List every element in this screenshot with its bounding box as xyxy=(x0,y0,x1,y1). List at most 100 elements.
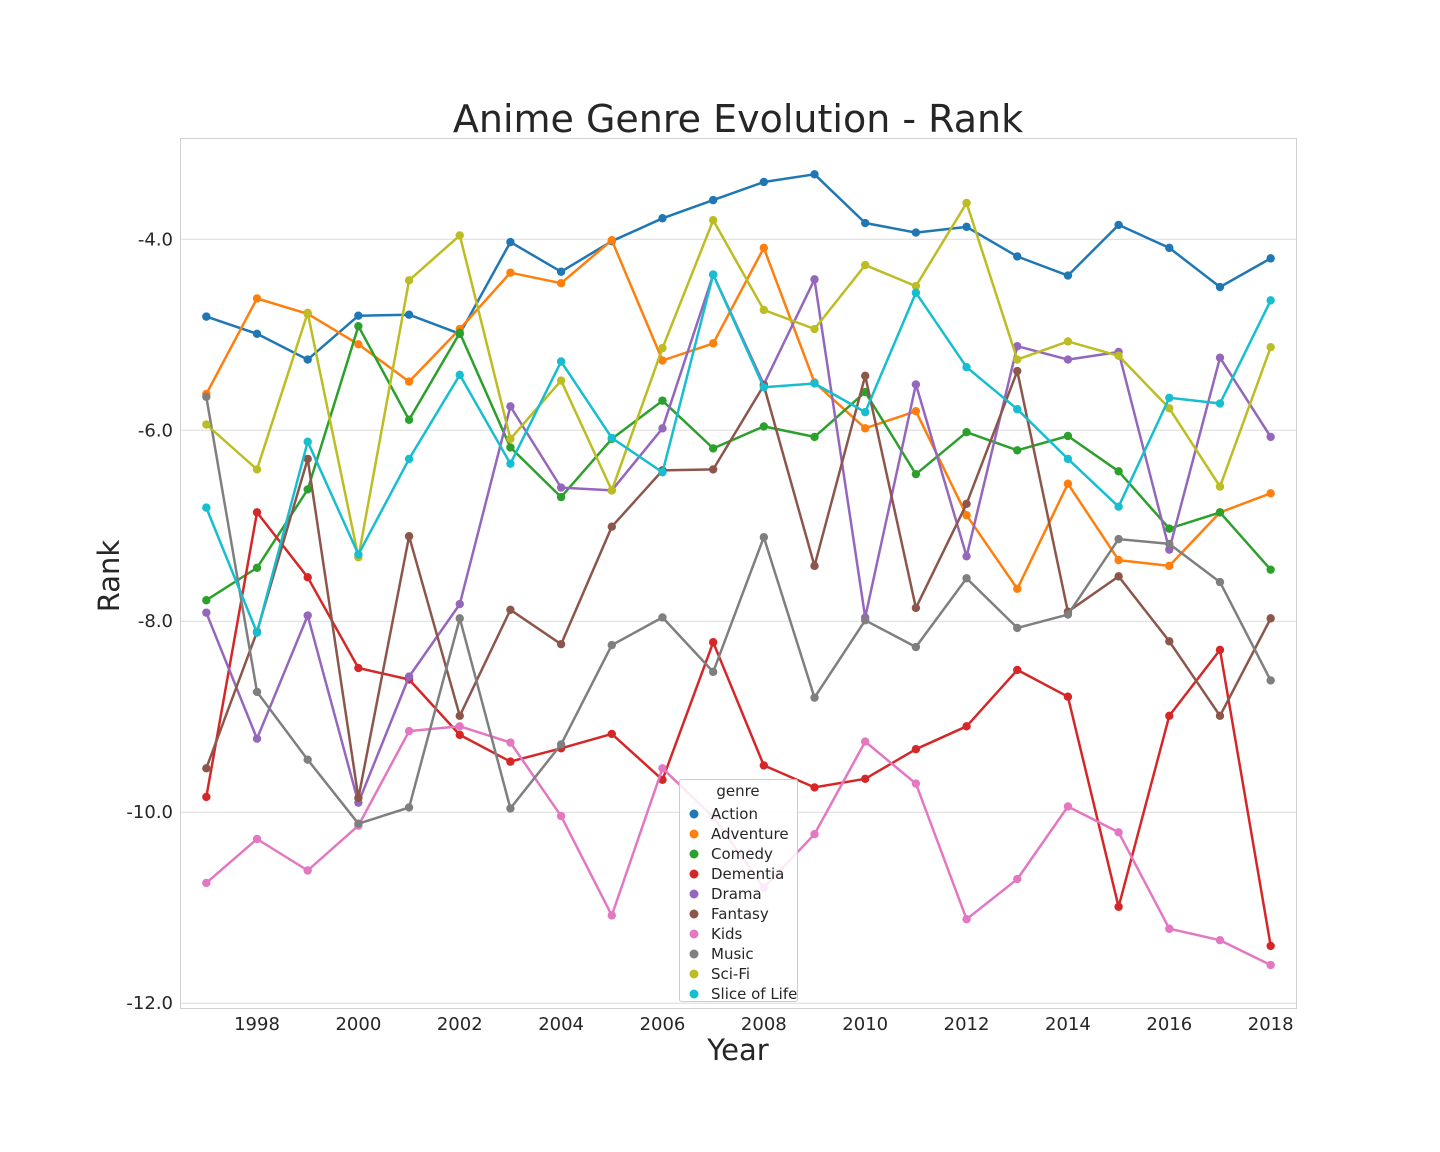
data-point-action xyxy=(759,177,769,187)
data-point-fantasy xyxy=(1215,711,1225,720)
data-point-action xyxy=(1063,271,1073,280)
data-point-action xyxy=(1114,220,1123,230)
data-point-sci-fi xyxy=(1013,355,1022,364)
data-point-kids xyxy=(202,878,211,888)
legend-marker xyxy=(689,809,699,819)
y-axis-ticks: -4.0 -6.0 -8.0 -10.0 -12.0 xyxy=(126,229,173,1014)
data-point-drama xyxy=(455,599,464,609)
data-point-kids xyxy=(1013,874,1022,884)
data-point-adventure xyxy=(962,511,971,520)
data-point-dementia xyxy=(708,638,718,647)
data-point-sci-fi xyxy=(1215,482,1225,491)
data-point-music xyxy=(911,642,921,652)
legend-marker xyxy=(689,929,699,939)
data-point-music xyxy=(759,533,769,542)
y-tick-label: -10.0 xyxy=(126,802,173,823)
data-point-music xyxy=(1266,676,1275,685)
legend-entry: Action xyxy=(711,805,758,823)
legend-entry: Music xyxy=(711,945,754,963)
data-point-dementia xyxy=(962,722,971,731)
data-point-comedy xyxy=(658,396,667,405)
series-line-slice-of-life xyxy=(205,273,1272,634)
data-point-comedy xyxy=(1063,431,1073,441)
data-point-adventure xyxy=(354,340,363,349)
data-point-music xyxy=(607,640,616,650)
x-tick-label: 2014 xyxy=(1045,1014,1091,1035)
data-point-slice-of-life xyxy=(202,503,211,512)
data-point-action xyxy=(404,310,414,319)
data-point-kids xyxy=(556,811,566,821)
data-point-sci-fi xyxy=(455,231,464,240)
data-point-adventure xyxy=(1013,584,1022,593)
data-point-slice-of-life xyxy=(1013,405,1022,414)
series-adventure xyxy=(202,236,1275,593)
legend-marker xyxy=(689,889,699,899)
legend-marker xyxy=(689,989,699,999)
data-point-music xyxy=(810,693,819,702)
data-point-sci-fi xyxy=(202,420,211,429)
data-point-comedy xyxy=(759,422,769,431)
series-line-sci-fi xyxy=(205,201,1272,559)
data-point-kids xyxy=(810,830,819,839)
data-point-sci-fi xyxy=(708,215,718,225)
data-point-adventure xyxy=(759,243,769,253)
data-point-drama xyxy=(658,424,667,433)
data-point-comedy xyxy=(556,492,566,502)
data-point-sci-fi xyxy=(861,260,870,270)
data-point-adventure xyxy=(861,424,870,433)
data-point-dementia xyxy=(911,745,921,754)
data-point-slice-of-life xyxy=(861,407,870,417)
data-point-sci-fi xyxy=(810,324,819,334)
data-point-music xyxy=(303,755,312,764)
y-tick-label: -6.0 xyxy=(138,420,173,441)
data-point-slice-of-life xyxy=(708,270,718,279)
data-point-kids xyxy=(1266,960,1275,970)
data-point-dementia xyxy=(1165,711,1174,720)
legend-marker xyxy=(689,869,699,879)
data-point-action xyxy=(708,195,718,205)
data-point-kids xyxy=(506,738,515,747)
x-axis-ticks: 1998 2000 2002 2004 2006 2008 2010 2012 2014 2016… xyxy=(234,1014,1293,1035)
data-point-dementia xyxy=(759,761,769,770)
data-point-fantasy xyxy=(1114,572,1123,581)
data-point-slice-of-life xyxy=(252,628,262,637)
data-point-adventure xyxy=(658,356,667,365)
data-point-sci-fi xyxy=(911,281,921,291)
data-point-slice-of-life xyxy=(962,363,971,372)
data-point-music xyxy=(252,687,262,697)
series-sci-fi xyxy=(202,198,1275,562)
series-line-dementia xyxy=(205,511,1272,947)
data-point-drama xyxy=(252,734,262,743)
legend-marker xyxy=(689,829,699,839)
data-point-sci-fi xyxy=(607,486,616,495)
data-point-comedy xyxy=(810,432,819,442)
data-point-sci-fi xyxy=(404,276,414,285)
x-tick-label: 2018 xyxy=(1248,1014,1294,1035)
data-point-adventure xyxy=(708,339,718,348)
y-tick-label: -12.0 xyxy=(126,993,173,1014)
series-slice-of-life xyxy=(202,270,1275,637)
data-point-drama xyxy=(303,611,312,620)
data-point-kids xyxy=(962,914,971,924)
data-point-sci-fi xyxy=(759,305,769,315)
x-tick-label: 2016 xyxy=(1146,1014,1192,1035)
series-comedy xyxy=(202,321,1275,605)
data-point-slice-of-life xyxy=(658,468,667,477)
data-point-dementia xyxy=(303,573,312,582)
data-point-comedy xyxy=(708,444,718,453)
data-point-adventure xyxy=(1063,479,1073,488)
data-point-slice-of-life xyxy=(1063,454,1073,464)
data-point-drama xyxy=(506,402,515,411)
data-point-music xyxy=(1215,577,1225,587)
data-point-dementia xyxy=(455,730,464,740)
data-point-adventure xyxy=(1165,561,1174,571)
legend-marker xyxy=(689,909,699,919)
x-tick-label: 2012 xyxy=(944,1014,990,1035)
data-point-action xyxy=(1013,252,1022,261)
series-dementia xyxy=(202,508,1275,951)
data-point-adventure xyxy=(911,406,921,416)
data-point-adventure xyxy=(1266,489,1275,498)
data-point-comedy xyxy=(202,596,211,605)
data-point-sci-fi xyxy=(303,308,312,317)
data-point-fantasy xyxy=(607,522,616,531)
